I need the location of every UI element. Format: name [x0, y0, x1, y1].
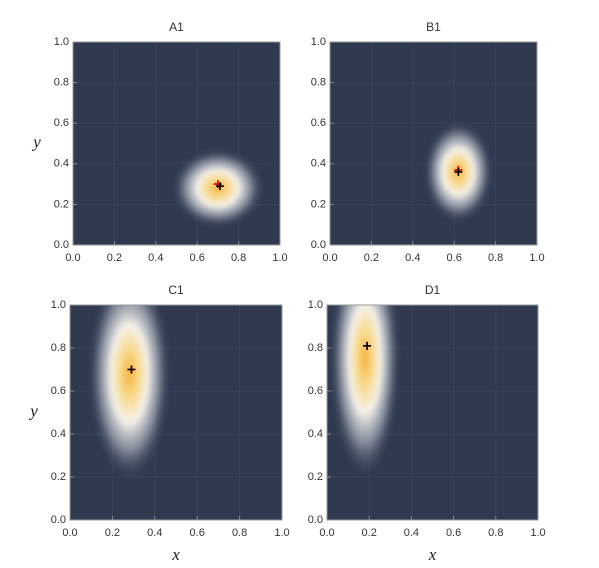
x-axis-label: x	[171, 545, 180, 564]
x-axis-label: x	[428, 545, 437, 564]
x-tick-label: 0.6	[447, 252, 462, 264]
marker	[454, 167, 463, 176]
x-tick-label: 0.8	[232, 527, 247, 539]
y-tick-label: 0.6	[54, 117, 69, 129]
density-blob	[87, 305, 171, 483]
y-axis-label: y	[28, 401, 38, 420]
y-tick-label: 0.2	[311, 198, 326, 210]
y-tick-label: 0.4	[308, 428, 323, 440]
x-tick-label: 0.4	[404, 527, 419, 539]
x-tick-label: 0.0	[322, 252, 337, 264]
x-tick-label: 0.0	[65, 252, 80, 264]
x-tick-label: 0.8	[488, 252, 503, 264]
y-tick-label: 0.0	[308, 514, 323, 526]
x-tick-label: 0.6	[190, 527, 205, 539]
x-tick-label: 1.0	[274, 527, 289, 539]
density-blob	[171, 148, 265, 228]
panel: 0.0 0.2 0.4 0.6 0.8 1.0 0.0 0.2 0.4 0.6 0.8 1.0 B1	[311, 20, 545, 264]
x-tick-label: 0.0	[62, 527, 77, 539]
marker	[127, 365, 136, 374]
panel-title: A1	[169, 20, 184, 34]
x-tick-label: 0.4	[405, 252, 420, 264]
plot-frame	[69, 304, 283, 521]
x-tick-label: 0.6	[446, 527, 461, 539]
x-tick-label: 0.8	[231, 252, 246, 264]
y-tick-label: 0.2	[51, 471, 66, 483]
x-tick-label: 0.2	[362, 527, 377, 539]
panel: 0.0 0.2 0.4 0.6 0.8 1.0 0.0 0.2 0.4 0.6 0.8 1.0 D1 x	[308, 283, 546, 564]
x-tick-label: 0.8	[488, 527, 503, 539]
y-tick-label: 0.2	[54, 198, 69, 210]
y-tick-label: 0.8	[54, 77, 69, 89]
y-tick-label: 1.0	[54, 36, 69, 48]
y-tick-label: 0.6	[308, 385, 323, 397]
y-tick-label: 1.0	[51, 299, 66, 311]
panel-title: D1	[425, 283, 441, 297]
marker	[363, 341, 372, 350]
x-tick-label: 1.0	[530, 527, 545, 539]
marker	[215, 182, 224, 191]
y-axis-label: y	[31, 132, 41, 151]
y-tick-label: 1.0	[311, 36, 326, 48]
plot-frame	[72, 41, 281, 246]
y-tick-label: 0.0	[54, 239, 69, 251]
y-tick-label: 1.0	[308, 299, 323, 311]
y-tick-label: 0.2	[308, 471, 323, 483]
y-tick-label: 0.4	[311, 158, 326, 170]
plot-frame	[326, 304, 539, 521]
x-tick-label: 1.0	[272, 252, 287, 264]
density-blob	[329, 305, 401, 480]
plot-frame	[329, 41, 538, 246]
y-tick-label: 0.4	[54, 158, 69, 170]
panel: 0.0 0.2 0.4 0.6 0.8 1.0 0.0 0.2 0.4 0.6 0.8 1.0 A1 y	[31, 20, 287, 264]
x-tick-label: 0.6	[190, 252, 205, 264]
panel-title: B1	[426, 20, 441, 34]
y-tick-label: 0.0	[311, 239, 326, 251]
y-tick-label: 0.8	[311, 77, 326, 89]
x-tick-label: 0.4	[147, 527, 162, 539]
x-tick-label: 0.2	[364, 252, 379, 264]
x-tick-label: 0.4	[148, 252, 163, 264]
y-tick-label: 0.6	[51, 385, 66, 397]
x-tick-label: 0.2	[105, 527, 120, 539]
y-tick-label: 0.8	[51, 342, 66, 354]
y-tick-label: 0.4	[51, 428, 66, 440]
y-tick-label: 0.8	[308, 342, 323, 354]
y-tick-label: 0.6	[311, 117, 326, 129]
y-tick-label: 0.0	[51, 514, 66, 526]
panel-title: C1	[168, 283, 184, 297]
x-tick-label: 0.2	[107, 252, 122, 264]
x-tick-label: 1.0	[529, 252, 544, 264]
panel: 0.0 0.2 0.4 0.6 0.8 1.0 0.0 0.2 0.4 0.6 0.8 1.0 C1 x y	[28, 283, 289, 564]
x-tick-label: 0.0	[319, 527, 334, 539]
